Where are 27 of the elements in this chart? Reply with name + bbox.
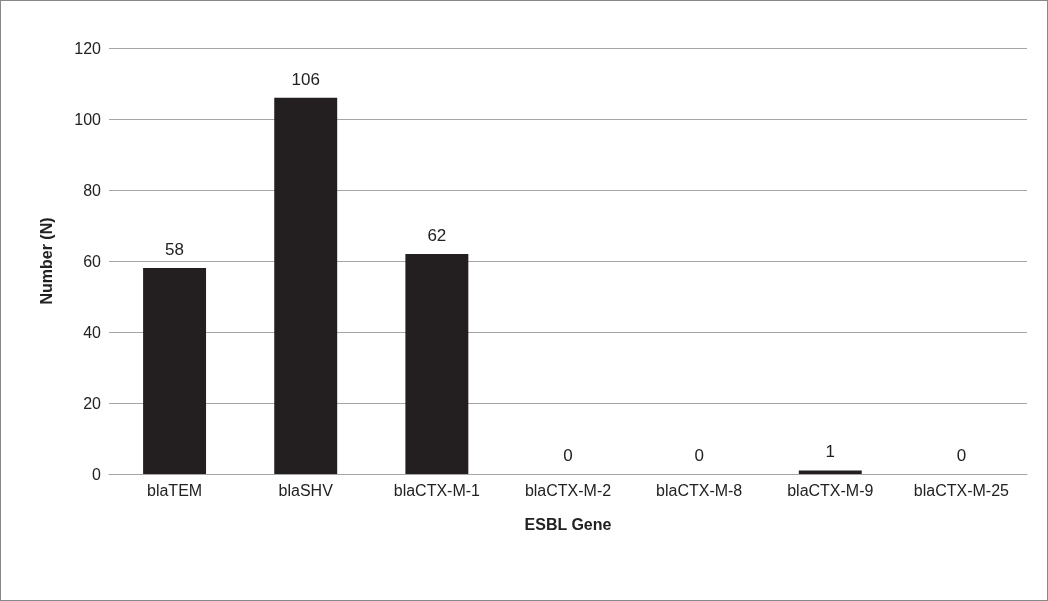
bar xyxy=(274,97,338,474)
bar xyxy=(405,253,469,474)
data-label: 106 xyxy=(291,69,320,89)
y-tick-label: 60 xyxy=(83,252,102,270)
x-tick-label: blaCTX-M-8 xyxy=(656,481,743,499)
y-tick-label: 80 xyxy=(83,181,102,199)
y-tick-label: 100 xyxy=(74,110,102,128)
x-axis-title: ESBL Gene xyxy=(524,515,612,533)
x-tick-label: blaTEM xyxy=(147,481,203,499)
y-tick-label: 120 xyxy=(74,39,102,57)
data-label: 62 xyxy=(427,225,447,245)
y-tick-label: 20 xyxy=(83,394,102,412)
data-label: 0 xyxy=(694,446,704,465)
data-label: 58 xyxy=(165,240,185,260)
x-tick-label: blaSHV xyxy=(278,481,334,499)
y-tick-label: 0 xyxy=(92,465,102,483)
x-tick-label: blaCTX-M-25 xyxy=(913,481,1010,499)
y-tick-label: 40 xyxy=(83,323,102,341)
data-label: 1 xyxy=(825,442,836,462)
x-tick-label: blaCTX-M-2 xyxy=(524,481,612,499)
bar xyxy=(798,470,862,474)
y-axis-title: Number (N) xyxy=(37,217,55,305)
data-label: 0 xyxy=(563,446,573,465)
x-tick-label: blaCTX-M-1 xyxy=(393,481,481,499)
bar xyxy=(143,268,207,474)
data-label: 0 xyxy=(956,446,967,465)
x-tick-label: blaCTX-M-9 xyxy=(787,481,874,499)
